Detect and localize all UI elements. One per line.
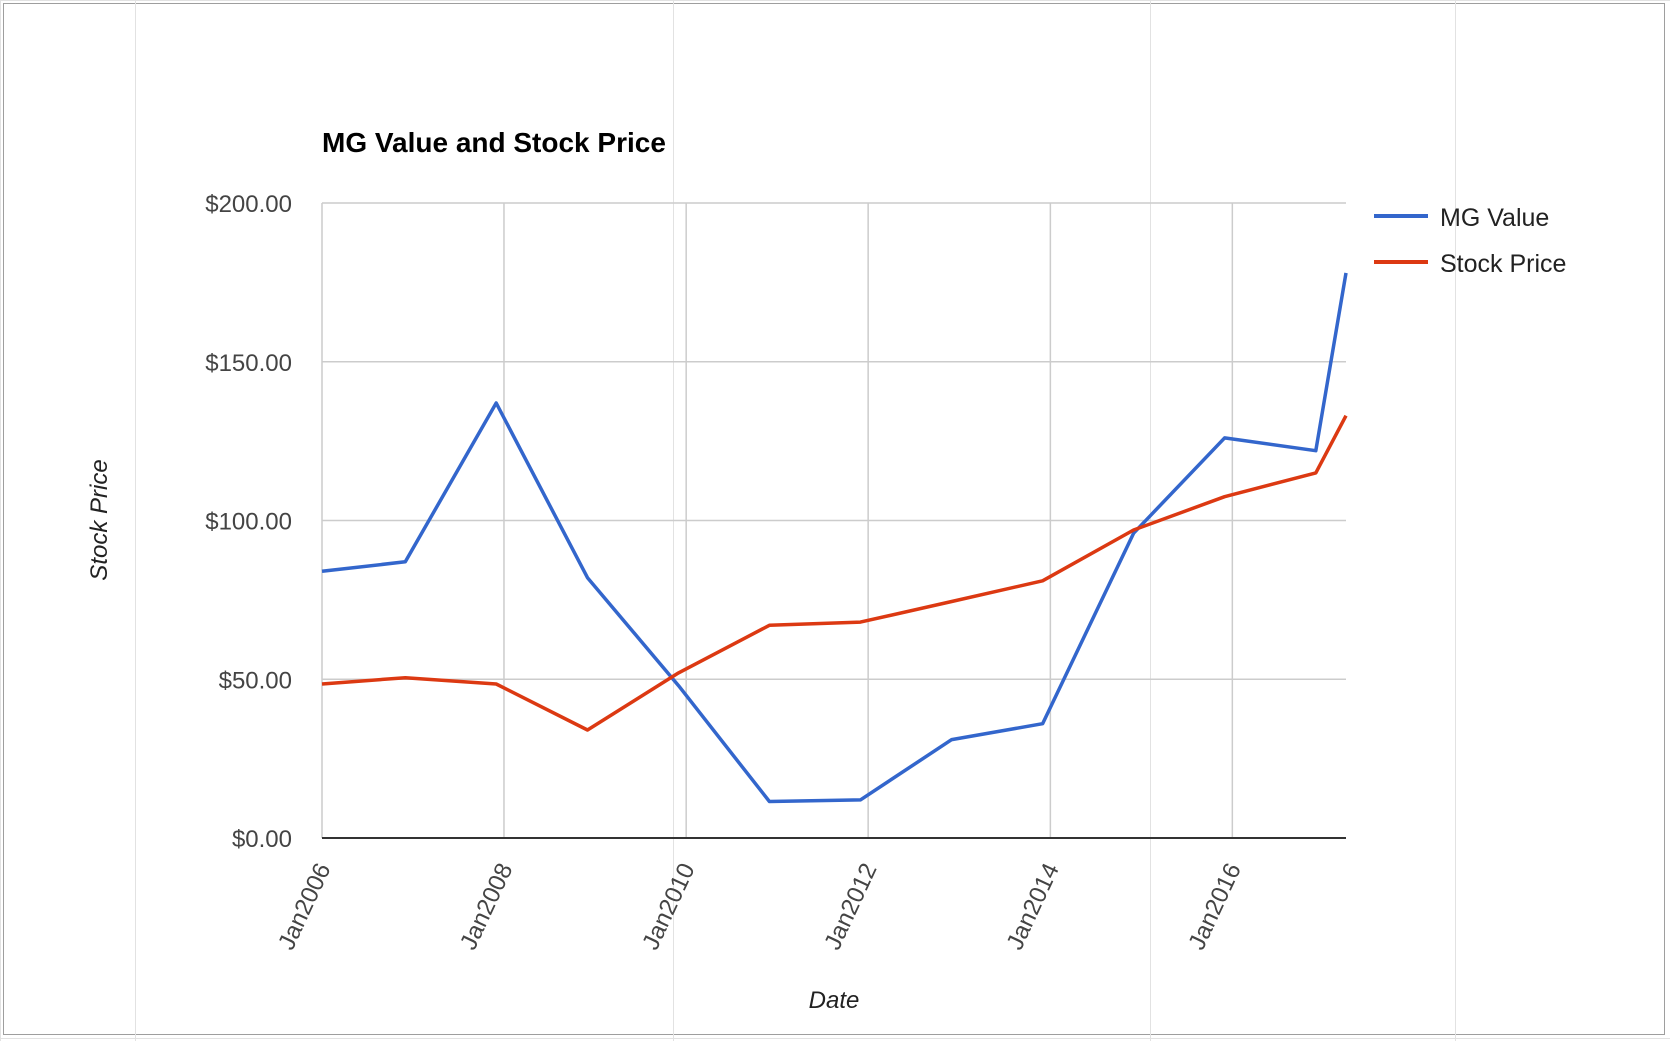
x-axis-ticks: Jan2006 Jan2008 Jan2010 Jan2012 Jan2014 Jan20… [273, 859, 1247, 954]
x-axis-label: Date [809, 987, 860, 1014]
x-tick-label: Jan2006 [273, 859, 336, 954]
y-tick-label: $150.00 [205, 350, 292, 377]
y-axis-ticks: $0.00 $50.00 $100.00 $150.00 $200.00 [205, 191, 292, 853]
y-tick-label: $0.00 [232, 826, 292, 853]
x-tick-label: Jan2016 [1183, 859, 1246, 954]
y-tick-label: $100.00 [205, 509, 292, 536]
legend: MG Value Stock Price [1374, 204, 1566, 278]
chart-title: MG Value and Stock Price [322, 127, 666, 158]
x-tick-label: Jan2014 [1001, 859, 1064, 954]
x-tick-label: Jan2010 [637, 859, 700, 954]
x-tick-label: Jan2012 [819, 859, 882, 954]
series-lines [321, 272, 1348, 804]
y-tick-label: $50.00 [219, 667, 292, 694]
gridlines [321, 202, 1346, 839]
y-axis-label: Stock Price [86, 459, 113, 580]
legend-label-stock-price: Stock Price [1440, 250, 1566, 278]
x-tick-label: Jan2008 [455, 859, 518, 954]
series-line-mg-value [321, 272, 1348, 804]
y-tick-label: $200.00 [205, 191, 292, 218]
series-line-stock-price [321, 414, 1348, 732]
legend-label-mg-value: MG Value [1440, 204, 1549, 232]
chart-frame [3, 3, 1665, 1035]
